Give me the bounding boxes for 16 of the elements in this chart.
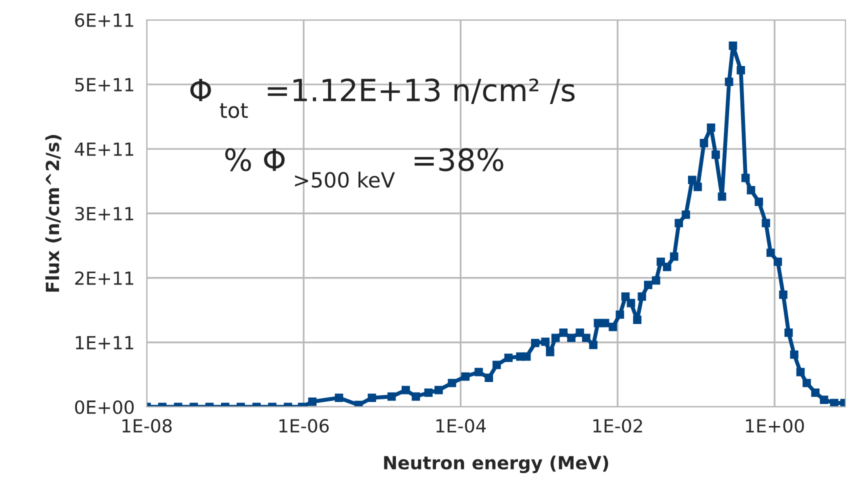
x-tick-label: 1E-02	[593, 418, 642, 433]
annotation: % Φ>500 keV =38%	[225, 148, 504, 188]
y-tick-label: 3E+11	[75, 206, 134, 221]
x-axis-title: Neutron energy (MeV)	[384, 456, 608, 474]
y-axis-title: Flux (n/cm^2/s)	[45, 135, 62, 292]
annotation: Φtot =1.12E+13 n/cm² /s	[190, 78, 575, 118]
y-tick-label: 5E+11	[75, 78, 134, 92]
x-tick-label: 1E-04	[436, 418, 486, 433]
x-tick-label: 1E-06	[279, 418, 329, 433]
y-tick-label: 1E+11	[76, 336, 134, 350]
y-tick-label: 6E+11	[75, 13, 134, 28]
y-tick-label: 0E+00	[75, 400, 134, 414]
x-tick-label: 1E+00	[746, 418, 804, 433]
y-tick-label: 4E+11	[74, 142, 134, 156]
y-tick-label: 2E+11	[75, 271, 134, 285]
x-tick-label: 1E-08	[122, 418, 172, 433]
